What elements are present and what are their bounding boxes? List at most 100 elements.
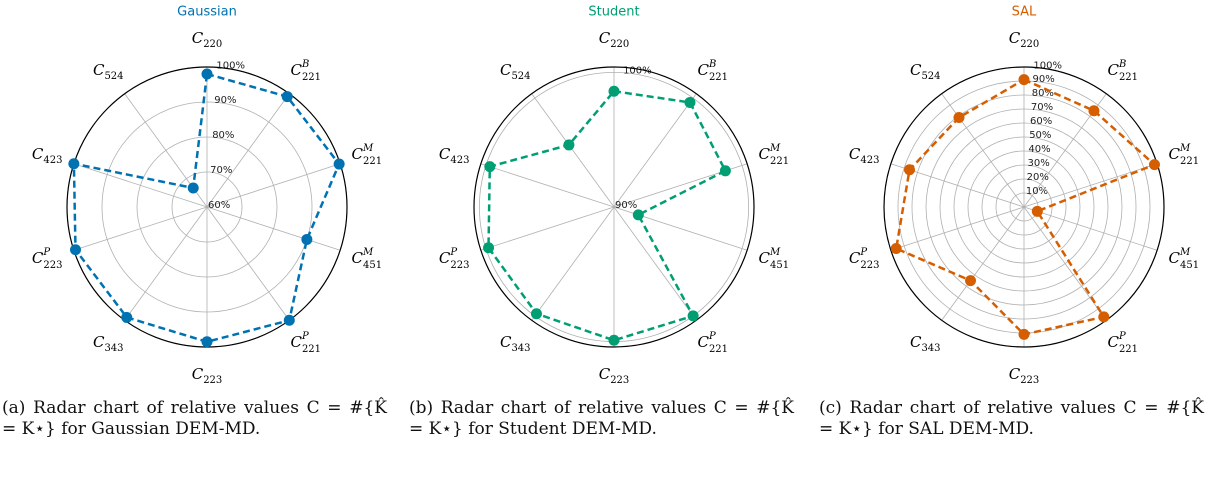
category-sup: M	[769, 143, 781, 154]
category-symbol: C	[1168, 249, 1180, 267]
category-sup: B	[708, 59, 716, 70]
spoke	[531, 206, 615, 321]
category-sup: B	[1118, 59, 1126, 70]
category-label: C223	[192, 365, 223, 386]
category-label: C343	[93, 333, 124, 354]
category-symbol: C	[439, 249, 451, 267]
category-label: CM 451	[1168, 246, 1199, 270]
category-sub: 220	[1020, 39, 1039, 50]
category-sub: 343	[921, 342, 940, 353]
category-label: CP 223	[849, 246, 880, 270]
data-point	[70, 244, 82, 256]
data-point	[1031, 205, 1043, 217]
category-label: CM 451	[758, 246, 789, 270]
data-point	[484, 161, 496, 173]
data-point	[1098, 311, 1110, 323]
data-point	[608, 85, 620, 97]
spoke	[613, 206, 697, 321]
data-point	[563, 139, 575, 151]
category-sub: 221	[363, 156, 382, 167]
category-sub: 221	[709, 343, 728, 354]
category-label: CB 221	[290, 59, 321, 83]
category-sub: 221	[1119, 343, 1138, 354]
category-symbol: C	[599, 29, 611, 47]
category-sup: P	[42, 246, 50, 257]
spoke	[480, 163, 615, 208]
category-label: CP 223	[439, 246, 470, 270]
category-symbol: C	[1168, 145, 1180, 163]
category-label: C223	[1009, 365, 1040, 386]
category-sub: 451	[1180, 259, 1199, 270]
category-sub: 221	[709, 72, 728, 83]
r-tick-label: 60%	[1030, 116, 1052, 127]
data-point	[632, 209, 644, 221]
r-tick-label: 30%	[1028, 158, 1050, 169]
category-symbol: C	[32, 145, 44, 163]
category-label: CM 221	[758, 143, 789, 167]
category-label: C524	[93, 61, 124, 82]
category-label: C423	[439, 145, 470, 166]
r-tick-label: 60%	[208, 200, 230, 211]
category-sub: 223	[43, 259, 62, 270]
data-point	[201, 336, 213, 348]
r-tick-label: 20%	[1027, 172, 1049, 183]
outer-frame	[883, 66, 1165, 348]
category-sub: 451	[363, 259, 382, 270]
category-symbol: C	[758, 249, 770, 267]
category-sub: 221	[770, 156, 789, 167]
category-symbol: C	[1107, 61, 1119, 79]
data-point	[1148, 159, 1160, 171]
category-label: C343	[910, 333, 941, 354]
category-label: C223	[599, 365, 630, 386]
caption: (a) Radar chart of relative values C = #…	[2, 398, 387, 439]
category-sub: 223	[860, 259, 879, 270]
category-sup: M	[1179, 143, 1191, 154]
category-sub: 423	[43, 155, 62, 166]
category-symbol: C	[192, 365, 204, 383]
spoke	[531, 93, 615, 208]
chart-title: Student	[588, 5, 639, 20]
category-label: C220	[1009, 29, 1040, 50]
data-point	[890, 243, 902, 255]
category-label: C423	[849, 145, 880, 166]
category-label: CB 221	[1107, 59, 1138, 83]
category-label: C524	[500, 61, 531, 82]
category-symbol: C	[93, 333, 105, 351]
category-sup: P	[859, 246, 867, 257]
category-sub: 343	[104, 342, 123, 353]
data-point	[684, 96, 696, 108]
category-symbol: C	[1009, 29, 1021, 47]
category-symbol: C	[849, 145, 861, 163]
category-sup: P	[301, 330, 309, 341]
category-symbol: C	[32, 249, 44, 267]
category-sub: 223	[1020, 375, 1039, 386]
category-sup: M	[362, 143, 374, 154]
r-tick-label: 90%	[615, 200, 637, 211]
data-point	[281, 91, 293, 103]
category-label: CM 221	[351, 143, 382, 167]
grid-ring	[136, 136, 278, 278]
category-label: C423	[32, 145, 63, 166]
category-sub: 221	[1119, 72, 1138, 83]
data-point	[121, 311, 133, 323]
r-tick-label: 100%	[623, 66, 652, 77]
grid-ring	[171, 171, 243, 243]
grid-ring	[981, 164, 1067, 250]
r-tick-label: 100%	[1033, 60, 1062, 71]
chart-title: SAL	[1012, 5, 1037, 20]
category-symbol: C	[697, 61, 709, 79]
category-sub: 423	[450, 155, 469, 166]
spoke	[613, 93, 697, 208]
data-point	[333, 158, 345, 170]
category-label: CM 451	[351, 246, 382, 270]
caption: (c) Radar chart of relative values C = #…	[819, 398, 1204, 439]
data-point	[687, 310, 699, 322]
grid-ring	[995, 178, 1053, 236]
category-label: C220	[192, 29, 223, 50]
category-sub: 223	[450, 259, 469, 270]
category-symbol: C	[1107, 333, 1119, 351]
category-symbol: C	[910, 333, 922, 351]
r-tick-label: 50%	[1029, 130, 1051, 141]
